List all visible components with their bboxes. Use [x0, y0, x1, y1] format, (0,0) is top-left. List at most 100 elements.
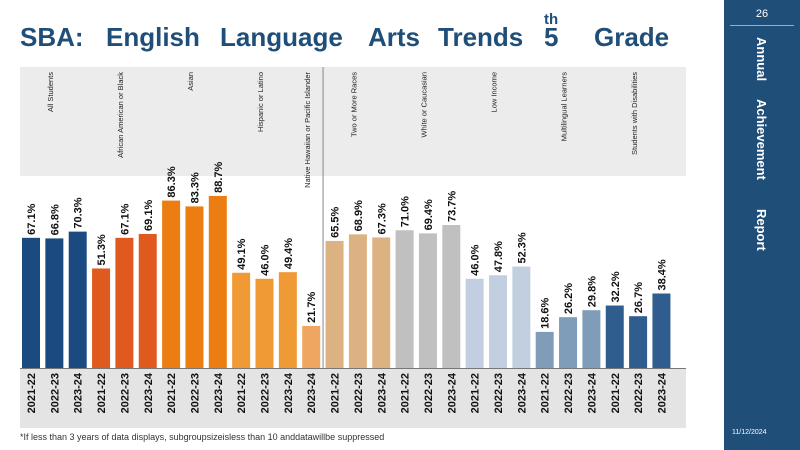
title-word: Grade — [594, 22, 670, 52]
year-tick-label: 2023-24 — [376, 372, 388, 413]
group-label: Native Hawaiian or Pacific Islander — [303, 72, 312, 188]
group-label: Students with Disabilities — [630, 72, 639, 155]
data-label: 69.4% — [423, 199, 435, 230]
data-label: 49.1% — [236, 238, 248, 269]
data-label: 38.4% — [656, 259, 668, 290]
side-label-annual: Annual — [754, 37, 769, 82]
title-word: SBA: — [20, 22, 84, 52]
bar — [68, 231, 87, 368]
data-label: 83.3% — [189, 172, 201, 203]
year-tick-label: 2023-24 — [213, 372, 225, 413]
bar — [302, 325, 321, 368]
year-tick-label: 2023-24 — [446, 372, 458, 413]
bar — [629, 316, 648, 368]
side-label-achievement: Achievement — [754, 99, 769, 180]
year-axis-band — [20, 369, 686, 428]
page-number: 26 — [755, 8, 769, 20]
bar — [442, 225, 461, 368]
year-tick-label: 2021-22 — [26, 373, 38, 413]
bar-chart: All Students 67.1% 2021-22 66.8% 2022-23 70.3… — [20, 67, 686, 428]
title-word: Language — [220, 22, 343, 52]
data-label: 88.7% — [213, 162, 225, 193]
bar — [208, 195, 227, 368]
data-label: 52.3% — [516, 232, 528, 263]
bar — [559, 317, 578, 368]
title-word: Arts — [368, 22, 421, 52]
data-label: 73.7% — [446, 191, 458, 222]
bar — [115, 237, 134, 368]
bar — [138, 233, 157, 368]
year-tick-label: 2021-22 — [236, 373, 248, 413]
year-tick-label: 2022-23 — [633, 373, 645, 413]
data-label: 29.8% — [586, 276, 598, 307]
group-label: Hispanic or Latino — [256, 72, 265, 132]
bar — [652, 293, 671, 368]
bar — [162, 200, 181, 368]
data-label: 46.0% — [470, 244, 482, 275]
group-header-band — [20, 67, 686, 176]
bar — [92, 268, 111, 368]
bar — [325, 240, 344, 368]
bar — [232, 272, 251, 368]
year-tick-label: 2021-22 — [96, 373, 108, 413]
data-label: 46.0% — [260, 244, 272, 275]
title-superscript: th — [544, 11, 559, 29]
bar — [45, 238, 64, 368]
side-divider — [730, 25, 794, 26]
data-label: 66.8% — [49, 204, 61, 235]
year-tick-label: 2021-22 — [330, 373, 342, 413]
year-tick-label: 2022-23 — [493, 373, 505, 413]
data-label: 21.7% — [306, 291, 318, 322]
group-label: Low Income — [490, 72, 499, 112]
bar — [605, 305, 624, 368]
data-label: 18.6% — [540, 298, 552, 329]
group-label: Two or More Races — [350, 72, 359, 137]
data-label: 69.1% — [143, 200, 155, 231]
bar — [395, 230, 414, 368]
data-label: 68.9% — [353, 200, 365, 231]
data-label: 47.8% — [493, 241, 505, 272]
bar — [372, 237, 391, 368]
year-tick-label: 2021-22 — [540, 373, 552, 413]
data-label: 86.3% — [166, 166, 178, 197]
slide-date: 11/12/2024 — [732, 429, 767, 436]
year-tick-label: 2023-24 — [586, 372, 598, 413]
footnote: *If less than 3 years of data displays, … — [20, 432, 385, 442]
year-tick-label: 2021-22 — [610, 373, 622, 413]
title-word: Trends — [438, 22, 524, 52]
bar — [582, 310, 601, 368]
bar — [348, 234, 367, 368]
bar — [465, 278, 484, 368]
year-tick-label: 2023-24 — [656, 372, 668, 413]
year-tick-label: 2022-23 — [563, 373, 575, 413]
side-panel: 26 Annual Achievement Report 11/12/2024 — [724, 0, 800, 450]
group-label: African American or Black — [116, 72, 125, 158]
data-label: 65.5% — [330, 207, 342, 238]
title-grade-number: 5 — [544, 22, 559, 52]
year-tick-label: 2022-23 — [353, 373, 365, 413]
group-label: Asian — [186, 72, 195, 91]
bar — [278, 272, 297, 368]
group-label: All Students — [46, 72, 55, 112]
year-tick-label: 2021-22 — [400, 373, 412, 413]
data-label: 26.2% — [563, 283, 575, 314]
year-tick-label: 2022-23 — [189, 373, 201, 413]
bar — [255, 278, 274, 368]
side-label-report: Report — [754, 209, 769, 251]
data-label: 67.1% — [26, 203, 38, 234]
data-label: 67.3% — [376, 203, 388, 234]
year-tick-label: 2022-23 — [260, 373, 272, 413]
bar — [418, 233, 437, 368]
year-tick-label: 2021-22 — [166, 373, 178, 413]
bar — [185, 206, 204, 368]
data-label: 26.7% — [633, 282, 645, 313]
data-label: 32.2% — [610, 271, 622, 302]
bar — [512, 266, 531, 368]
group-label: Multilingual Learners — [560, 72, 569, 141]
year-tick-label: 2023-24 — [306, 372, 318, 413]
year-tick-label: 2022-23 — [423, 373, 435, 413]
year-tick-label: 2022-23 — [119, 373, 131, 413]
year-tick-label: 2023-24 — [143, 372, 155, 413]
title-word: English — [106, 22, 200, 52]
